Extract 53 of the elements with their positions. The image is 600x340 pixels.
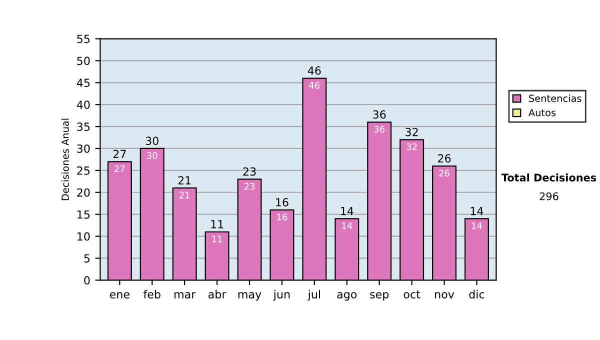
x-tick-label: may xyxy=(238,292,262,301)
data-label: 14 xyxy=(472,222,482,230)
total-label: 21 xyxy=(178,176,191,184)
data-label: 21 xyxy=(180,192,190,198)
total-label: 46 xyxy=(308,66,321,75)
data-label: 26 xyxy=(439,170,450,177)
data-label: 16 xyxy=(277,214,288,220)
x-tick-label: jun xyxy=(273,290,290,301)
y-tick-label: 5 xyxy=(84,254,90,263)
x-tick-label: mar xyxy=(174,292,196,298)
data-label: 36 xyxy=(374,126,385,133)
y-tick-label: 15 xyxy=(78,210,90,219)
y-tick-label: 45 xyxy=(76,78,90,88)
data-label: 27 xyxy=(114,165,125,172)
total-label: 30 xyxy=(146,136,158,146)
total-label: 32 xyxy=(406,128,418,136)
legend-label: Autos xyxy=(528,109,556,116)
data-label: 32 xyxy=(406,143,417,150)
x-tick-label: ago xyxy=(337,292,357,301)
x-tick-label: oct xyxy=(404,290,420,298)
y-axis-title: Decisiones Anual xyxy=(61,118,69,200)
text: Total Decisiones xyxy=(501,173,596,182)
data-label: 11 xyxy=(212,236,222,242)
y-tick-label: 50 xyxy=(77,56,90,66)
total-label: 14 xyxy=(341,206,354,216)
y-tick-label: 20 xyxy=(77,188,90,197)
x-tick-label: ene xyxy=(110,292,130,298)
y-tick-label: 30 xyxy=(77,144,90,153)
legend-label: Sentencias xyxy=(529,94,582,102)
total-label: 14 xyxy=(470,206,484,216)
x-tick-label: feb xyxy=(143,290,160,298)
data-label: 23 xyxy=(244,182,255,190)
x-tick-label: dic xyxy=(469,290,484,298)
x-tick-label: nov xyxy=(435,292,454,298)
total-label: 23 xyxy=(243,167,256,176)
data-label: 46 xyxy=(309,82,320,89)
total-label: 11 xyxy=(211,220,224,228)
y-tick-label: 10 xyxy=(78,232,90,241)
x-tick-label: sep xyxy=(370,292,389,301)
data-label: 30 xyxy=(147,152,158,159)
y-tick-label: 25 xyxy=(77,166,90,175)
x-tick-label: abr xyxy=(208,290,226,298)
y-tick-label: 35 xyxy=(77,122,90,131)
total-label: 36 xyxy=(373,110,386,119)
total-label: 27 xyxy=(113,150,126,158)
text: 296 xyxy=(540,192,558,200)
y-tick-label: 0 xyxy=(84,276,90,285)
y-tick-label: 55 xyxy=(77,34,90,44)
data-label: 14 xyxy=(342,222,352,230)
y-tick-label: 40 xyxy=(76,100,90,109)
x-tick-label: jul xyxy=(308,290,320,301)
total-label: 16 xyxy=(276,198,288,206)
total-label: 26 xyxy=(438,154,451,163)
